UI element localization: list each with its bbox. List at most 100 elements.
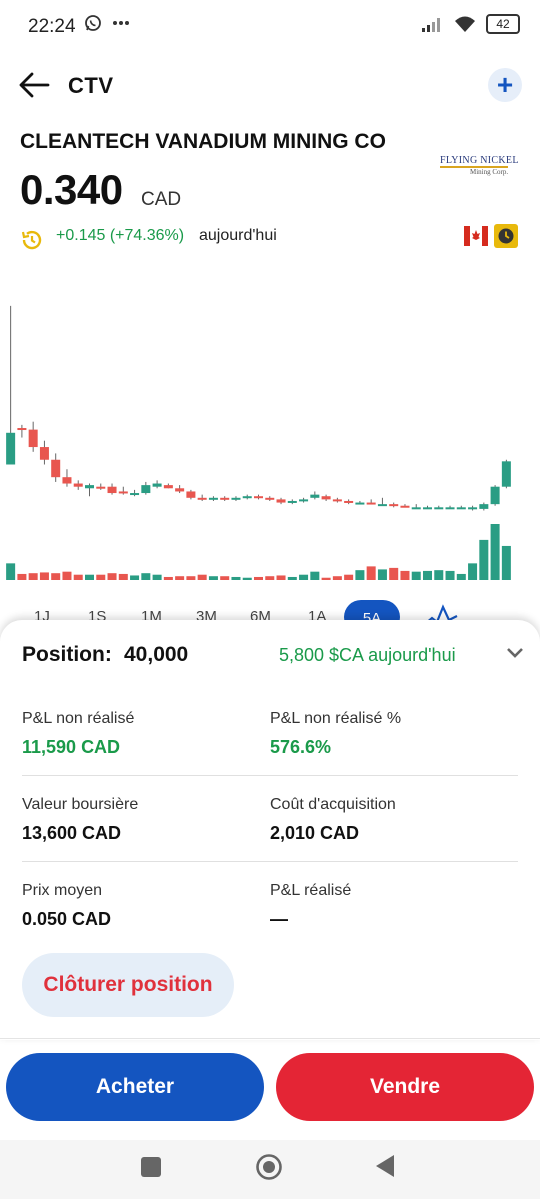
candle-body [253,496,264,499]
field-label: P&L non réalisé % [270,710,402,727]
change-period: aujourd'hui [199,227,277,244]
field-label: P&L réalisé [270,882,352,899]
candle-body [107,486,117,494]
battery-icon: 42 [486,14,520,34]
volume-bar [197,574,207,580]
volume-bar [84,574,95,580]
candle-body [411,507,421,510]
volume-bar [141,573,151,580]
candle-body [231,497,241,500]
candle-body [400,505,410,508]
candle-body [501,461,511,487]
canada-flag-icon [464,224,488,248]
field-value: — [270,909,288,929]
candle-body [84,485,95,489]
ticker-title: CTV [68,73,114,98]
candle-body [17,428,27,431]
recents-square-icon[interactable] [140,1156,162,1178]
logo-subtext: Mining Corp. [470,168,509,176]
volume-bar [400,570,410,580]
candle-body [344,500,354,503]
logo-text: FLYING NICKEL [440,155,519,166]
candle-body [220,497,230,500]
volume-bar [51,573,61,580]
volume-bar [490,524,500,580]
candle-body [96,486,106,489]
add-watchlist-button[interactable]: + [488,68,522,102]
volume-bar [434,570,444,580]
candle-body [355,502,365,505]
volume-bar [265,576,275,580]
candle-body [242,496,252,499]
position-today-change: 5,800 $CA aujourd'hui [279,645,456,665]
candle-body [276,499,286,503]
volume-bar [253,576,264,580]
candle-body [445,507,455,510]
field-label: Prix moyen [22,882,103,899]
candle-body [28,429,38,448]
volume-bar [39,572,49,580]
candle-body [299,499,309,502]
candle-body [39,447,49,460]
candle-body [479,504,489,509]
chevron-down-icon[interactable] [505,646,525,665]
sell-button[interactable]: Vendre [276,1053,534,1121]
volume-bar [96,574,106,580]
status-time: 22:24 [28,16,76,37]
volume-bar [17,573,27,580]
volume-bar [276,575,286,580]
signal-icon [422,18,440,32]
company-logo: FLYING NICKEL Mining Corp. [440,155,518,179]
volume-bar [468,563,478,580]
candle-body [422,507,433,510]
field-value: 13,600 CAD [22,823,122,843]
volume-bar [310,571,320,580]
volume-bar [377,569,387,580]
volume-bar [355,570,365,580]
price-change: +0.145 (+74.36%) [56,227,185,244]
candle-body [130,493,140,496]
wifi-icon [455,16,475,32]
market-hours-clock-icon[interactable] [494,224,518,248]
back-triangle-icon[interactable] [374,1154,396,1178]
volume-bar [479,539,489,580]
volume-bar [6,563,16,580]
candle-body [186,491,196,498]
volume-bar [321,577,331,580]
volume-bar [411,571,421,580]
buy-button[interactable]: Acheter [6,1053,264,1121]
back-arrow-icon[interactable] [18,70,50,105]
candle-body [456,507,466,510]
candle-body [163,485,173,489]
status-right-icons: 42 [422,14,520,34]
candlestick-chart[interactable] [0,290,540,590]
volume-bar [175,576,185,580]
close-position-button[interactable]: Clôturer position [22,953,234,1017]
position-quantity: 40,000 [124,643,189,666]
volume-bar [231,576,241,580]
last-price: 0.340 [20,166,123,213]
history-clock-icon[interactable] [20,228,44,257]
candle-body [377,504,387,507]
chart-type-line-icon[interactable] [424,604,458,628]
field-value: 0.050 CAD [22,909,112,929]
volume-bar [366,566,376,580]
whatsapp-icon [85,15,101,31]
field-label: Coût d'acquisition [270,796,396,813]
plus-icon: + [496,69,514,100]
volume-bar [501,545,511,580]
volume-bar [62,571,72,580]
volume-bar [220,576,230,580]
candle-body [490,486,500,505]
divider [0,1038,540,1039]
candle-body [321,496,331,500]
volume-bar [299,574,309,580]
volume-bar [389,567,399,580]
candle-body [141,485,151,494]
field-value: 576.6% [270,737,332,757]
candle-body [434,507,444,510]
field-label: Valeur boursière [22,796,139,813]
candle-body [197,497,207,500]
home-circle-icon[interactable] [255,1153,283,1181]
candle-body [51,459,61,478]
